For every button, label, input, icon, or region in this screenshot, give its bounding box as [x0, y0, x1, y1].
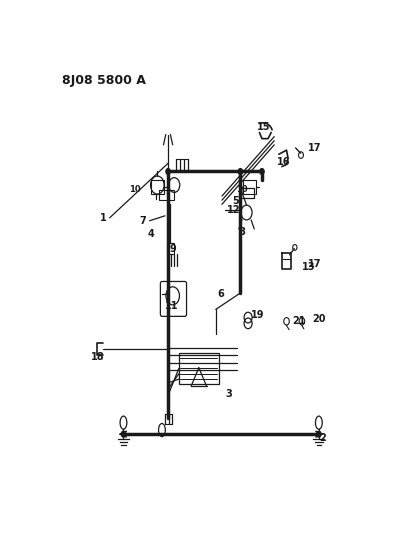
Circle shape: [317, 431, 321, 437]
Text: 11: 11: [165, 301, 179, 311]
Circle shape: [121, 431, 125, 437]
Text: 4: 4: [147, 229, 154, 239]
Text: 6: 6: [217, 289, 224, 299]
Bar: [159, 190, 174, 200]
Text: 2: 2: [319, 433, 326, 443]
Text: 3: 3: [225, 389, 232, 399]
Text: 7: 7: [140, 216, 146, 226]
Text: 18: 18: [91, 352, 105, 362]
Text: 8J08 5800 A: 8J08 5800 A: [62, 74, 146, 87]
Text: 20: 20: [313, 314, 326, 324]
Bar: [243, 180, 256, 195]
Text: 19: 19: [251, 310, 265, 320]
Bar: [151, 180, 164, 195]
Text: 8: 8: [239, 227, 246, 237]
Text: 13: 13: [302, 262, 316, 272]
Text: 12: 12: [227, 205, 240, 215]
Text: 9: 9: [170, 245, 176, 254]
Text: 17: 17: [308, 259, 322, 269]
Text: 10: 10: [236, 184, 247, 193]
Circle shape: [260, 168, 264, 174]
Text: 5: 5: [233, 197, 239, 206]
Text: 10: 10: [129, 184, 141, 193]
Text: 17: 17: [308, 143, 322, 153]
Circle shape: [238, 168, 243, 174]
Circle shape: [166, 168, 170, 174]
Text: 21: 21: [293, 316, 306, 326]
Bar: [166, 243, 174, 254]
Text: 15: 15: [257, 122, 270, 132]
Text: 16: 16: [277, 157, 291, 167]
Text: 1: 1: [100, 213, 106, 223]
Bar: [179, 353, 219, 384]
